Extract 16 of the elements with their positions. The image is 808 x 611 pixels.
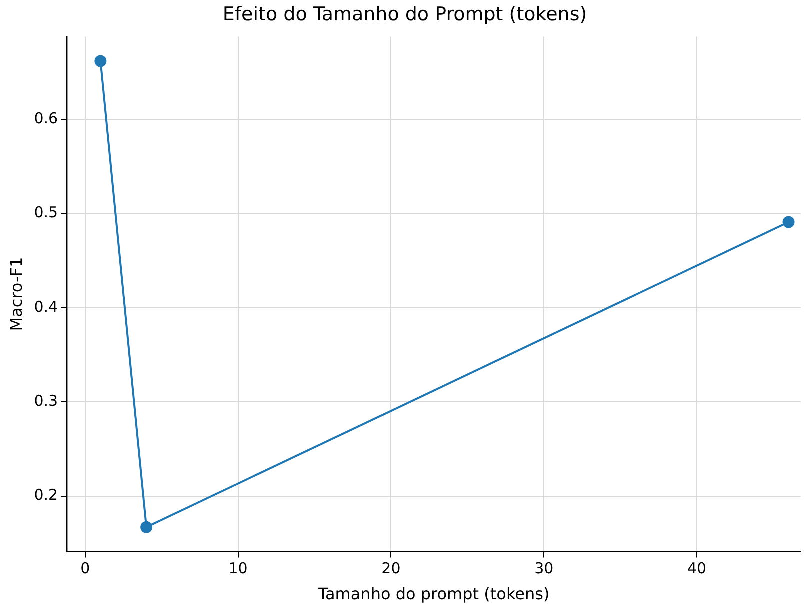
x-tick-label: 20 — [382, 560, 401, 578]
x-axis-title: Tamanho do prompt (tokens) — [317, 584, 550, 604]
x-tick-label: 30 — [534, 560, 554, 578]
y-tick-label: 0.3 — [34, 392, 58, 410]
x-tick-label: 0 — [80, 560, 90, 578]
y-tick-label: 0.4 — [34, 298, 58, 316]
point — [782, 216, 795, 228]
y-tick-label: 0.2 — [34, 486, 58, 504]
x-tick-label: 10 — [228, 560, 248, 578]
point — [94, 55, 107, 68]
point — [140, 521, 153, 534]
x-tick-label: 40 — [687, 560, 707, 578]
chart-title: Efeito do Tamanho do Prompt (tokens) — [222, 3, 588, 26]
y-tick-label: 0.5 — [34, 204, 58, 222]
y-tick-label: 0.6 — [34, 110, 58, 128]
y-axis-title: Macro-F1 — [6, 257, 26, 332]
